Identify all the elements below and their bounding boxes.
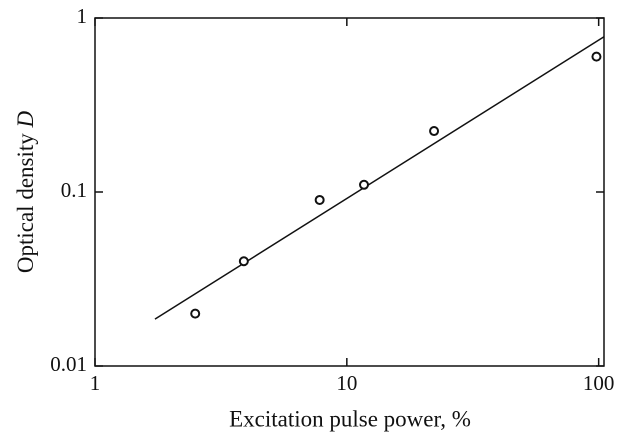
y-axis-label-text: Optical density (13, 133, 38, 273)
x-axis-label: Excitation pulse power, % (229, 406, 471, 431)
fit-line (154, 36, 605, 320)
data-point (238, 256, 249, 267)
plot-frame (94, 17, 605, 367)
data-point (591, 51, 602, 62)
y-tick-label: 0.01 (50, 352, 87, 376)
x-tick-label: 100 (583, 371, 615, 395)
x-tick-label: 1 (90, 371, 101, 395)
y-tick-label: 0.1 (61, 178, 87, 202)
data-point (429, 126, 440, 137)
y-axis-label: Optical density D (13, 110, 38, 273)
x-tick-label: 10 (336, 371, 357, 395)
data-point (190, 308, 201, 319)
y-axis-label-symbol: D (13, 110, 38, 128)
data-point (359, 179, 370, 190)
data-point (314, 194, 325, 205)
y-tick-label: 1 (77, 4, 88, 28)
